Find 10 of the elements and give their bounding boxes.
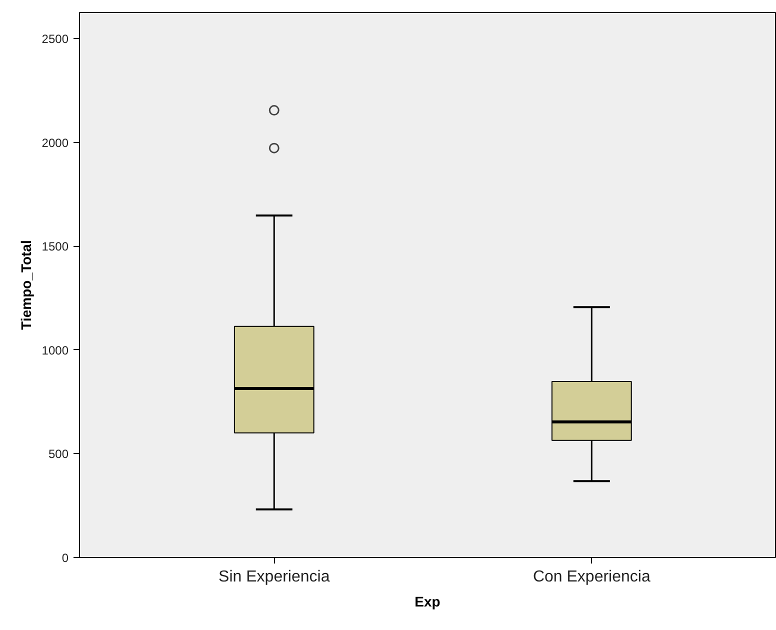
y-tick-label: 2500 [42,32,69,46]
y-axis-title: Tiempo_Total [18,240,34,330]
x-tick-label: Sin Experiencia [218,568,330,586]
y-tick-label: 2000 [42,136,69,150]
y-tick-label: 1000 [42,343,69,358]
x-axis-title: Exp [414,594,440,610]
y-tick-label: 1500 [42,240,69,254]
y-tick-label: 500 [48,447,69,462]
x-tick-label: Con Experiencia [532,568,650,586]
y-tick-label: 0 [62,551,69,565]
